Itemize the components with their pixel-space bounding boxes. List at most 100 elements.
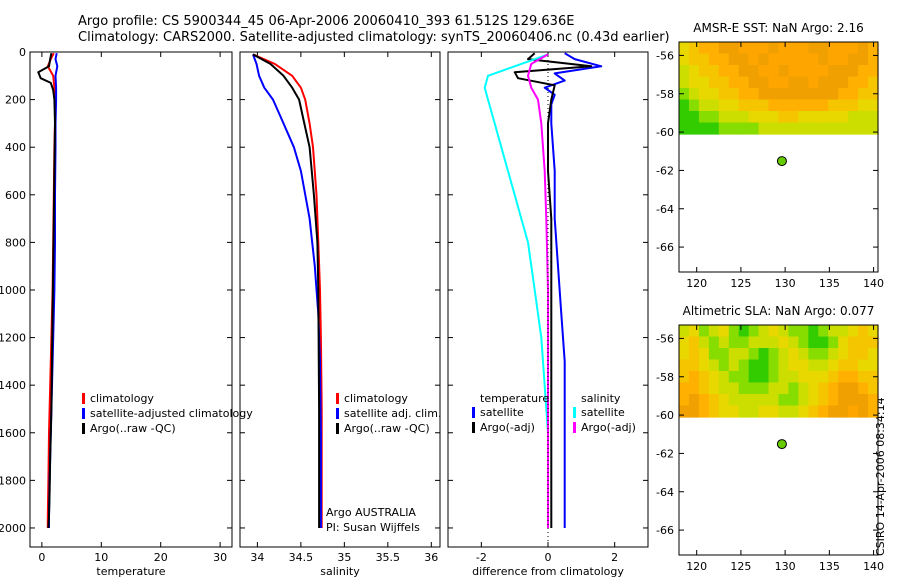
- altimetric_sla-cell: [818, 336, 829, 349]
- altimetric_sla-cell: [708, 371, 720, 384]
- amsre_sst-cell: [708, 76, 720, 89]
- altimetric_sla-cell: [868, 394, 879, 407]
- altimetric_sla-cell: [828, 325, 839, 338]
- altimetric_sla-cell: [848, 348, 859, 361]
- amsre_sst-cell: [858, 111, 869, 124]
- altimetric_sla-cell: [798, 359, 809, 372]
- altimetric_sla-cell: [688, 348, 700, 361]
- altimetric_sla-cell: [728, 405, 740, 418]
- altimetric_sla-cell: [738, 359, 750, 372]
- altimetric_sla-cell: [688, 325, 700, 338]
- altimetric_sla-cell: [808, 336, 819, 349]
- amsre_sst-cell: [698, 99, 710, 112]
- altimetric_sla-cell: [808, 405, 819, 418]
- altimetric_sla-frame: [678, 324, 879, 556]
- amsre_sst-cell: [758, 99, 770, 112]
- altimetric_sla-cell: [858, 371, 869, 384]
- salinity-xtick-label: 35: [337, 551, 351, 564]
- amsre_sst-cell: [858, 88, 869, 101]
- altimetric_sla-cell: [688, 371, 700, 384]
- salinity-series-line: [252, 53, 323, 528]
- amsre_sst-xtick-label: 135: [819, 277, 840, 290]
- amsre_sst-cell: [858, 99, 869, 112]
- altimetric_sla-cell: [718, 348, 730, 361]
- temperature-legend-label: Argo(..raw -QC): [90, 422, 176, 435]
- amsre_sst-cell: [808, 53, 819, 66]
- amsre_sst-cell: [688, 76, 700, 89]
- amsre_sst-cell: [748, 76, 760, 89]
- altimetric_sla-cell: [778, 336, 790, 349]
- amsre_sst-ytick-label: -64: [656, 203, 674, 216]
- altimetric_sla-cell: [798, 336, 809, 349]
- amsre_sst-cell: [728, 42, 740, 55]
- altimetric_sla-cell: [838, 371, 849, 384]
- amsre_sst-cell: [838, 122, 849, 135]
- altimetric_sla-cell: [818, 325, 829, 338]
- amsre_sst-cell: [868, 53, 879, 66]
- temperature-ytick-label: 200: [5, 94, 26, 107]
- amsre_sst-cell: [868, 122, 879, 135]
- amsre_sst-ytick-label: -66: [656, 241, 674, 254]
- amsre_sst-cell: [768, 111, 780, 124]
- amsre_sst-cell: [738, 65, 750, 78]
- difference-temp-legend-label: Argo(-adj): [480, 421, 535, 434]
- altimetric_sla-cell: [768, 359, 780, 372]
- altimetric_sla-cell: [738, 382, 750, 395]
- amsre_sst-cell: [778, 99, 790, 112]
- altimetric_sla-cell: [748, 382, 760, 395]
- amsre_sst-cell: [768, 88, 780, 101]
- altimetric_sla-cell: [798, 394, 809, 407]
- amsre_sst-cell: [848, 88, 859, 101]
- amsre_sst-cell: [798, 111, 809, 124]
- altimetric_sla-cell: [838, 382, 849, 395]
- amsre_sst-cell: [798, 65, 809, 78]
- amsre_sst-cell: [748, 99, 760, 112]
- altimetric_sla-cell: [708, 382, 720, 395]
- altimetric_sla-cell: [868, 336, 879, 349]
- amsre_sst-cell: [788, 99, 799, 112]
- difference-sal-legend-label: satellite: [581, 406, 625, 419]
- amsre_sst-cell: [788, 76, 799, 89]
- amsre_sst-cell: [679, 99, 690, 112]
- amsre_sst-cell: [679, 53, 690, 66]
- altimetric_sla-cell: [818, 348, 829, 361]
- amsre_sst-cell: [848, 76, 859, 89]
- altimetric_sla-cell: [828, 359, 839, 372]
- altimetric_sla-cell: [798, 371, 809, 384]
- amsre_sst-cell: [818, 111, 829, 124]
- altimetric_sla-cell: [788, 371, 799, 384]
- altimetric_sla-cell: [758, 394, 770, 407]
- difference-series-line: [483, 53, 549, 528]
- altimetric_sla-cell: [708, 394, 720, 407]
- temperature-ytick-label: 0: [19, 46, 26, 59]
- amsre_sst-cell: [728, 76, 740, 89]
- altimetric_sla-cell: [738, 394, 750, 407]
- altimetric_sla-cell: [818, 382, 829, 395]
- altimetric_sla-cell: [788, 348, 799, 361]
- temperature-ytick-label: 1800: [0, 474, 26, 487]
- amsre_sst-cell: [728, 88, 740, 101]
- altimetric_sla-cell: [698, 405, 710, 418]
- temperature-ytick-label: 800: [5, 236, 26, 249]
- altimetric_sla-cell: [718, 382, 730, 395]
- amsre_sst-cell: [838, 53, 849, 66]
- amsre_sst-cell: [768, 122, 780, 135]
- temperature-ytick-label: 1000: [0, 284, 26, 297]
- altimetric_sla-cell: [838, 336, 849, 349]
- amsre_sst-cell: [858, 76, 869, 89]
- amsre_sst-cell: [688, 65, 700, 78]
- amsre_sst-cell: [718, 122, 730, 135]
- amsre_sst-cell: [788, 53, 799, 66]
- amsre_sst-cell: [758, 122, 770, 135]
- amsre_sst-cell: [679, 76, 690, 89]
- amsre_sst-cell: [679, 122, 690, 135]
- amsre_sst-cell: [748, 53, 760, 66]
- amsre_sst-cell: [868, 111, 879, 124]
- altimetric_sla-cell: [698, 336, 710, 349]
- amsre_sst-cell: [728, 122, 740, 135]
- altimetric_sla-cell: [758, 371, 770, 384]
- temperature-legend-label: climatology: [90, 392, 154, 405]
- amsre_sst-cell: [679, 42, 690, 55]
- altimetric_sla-cell: [778, 382, 790, 395]
- altimetric_sla-cell: [798, 348, 809, 361]
